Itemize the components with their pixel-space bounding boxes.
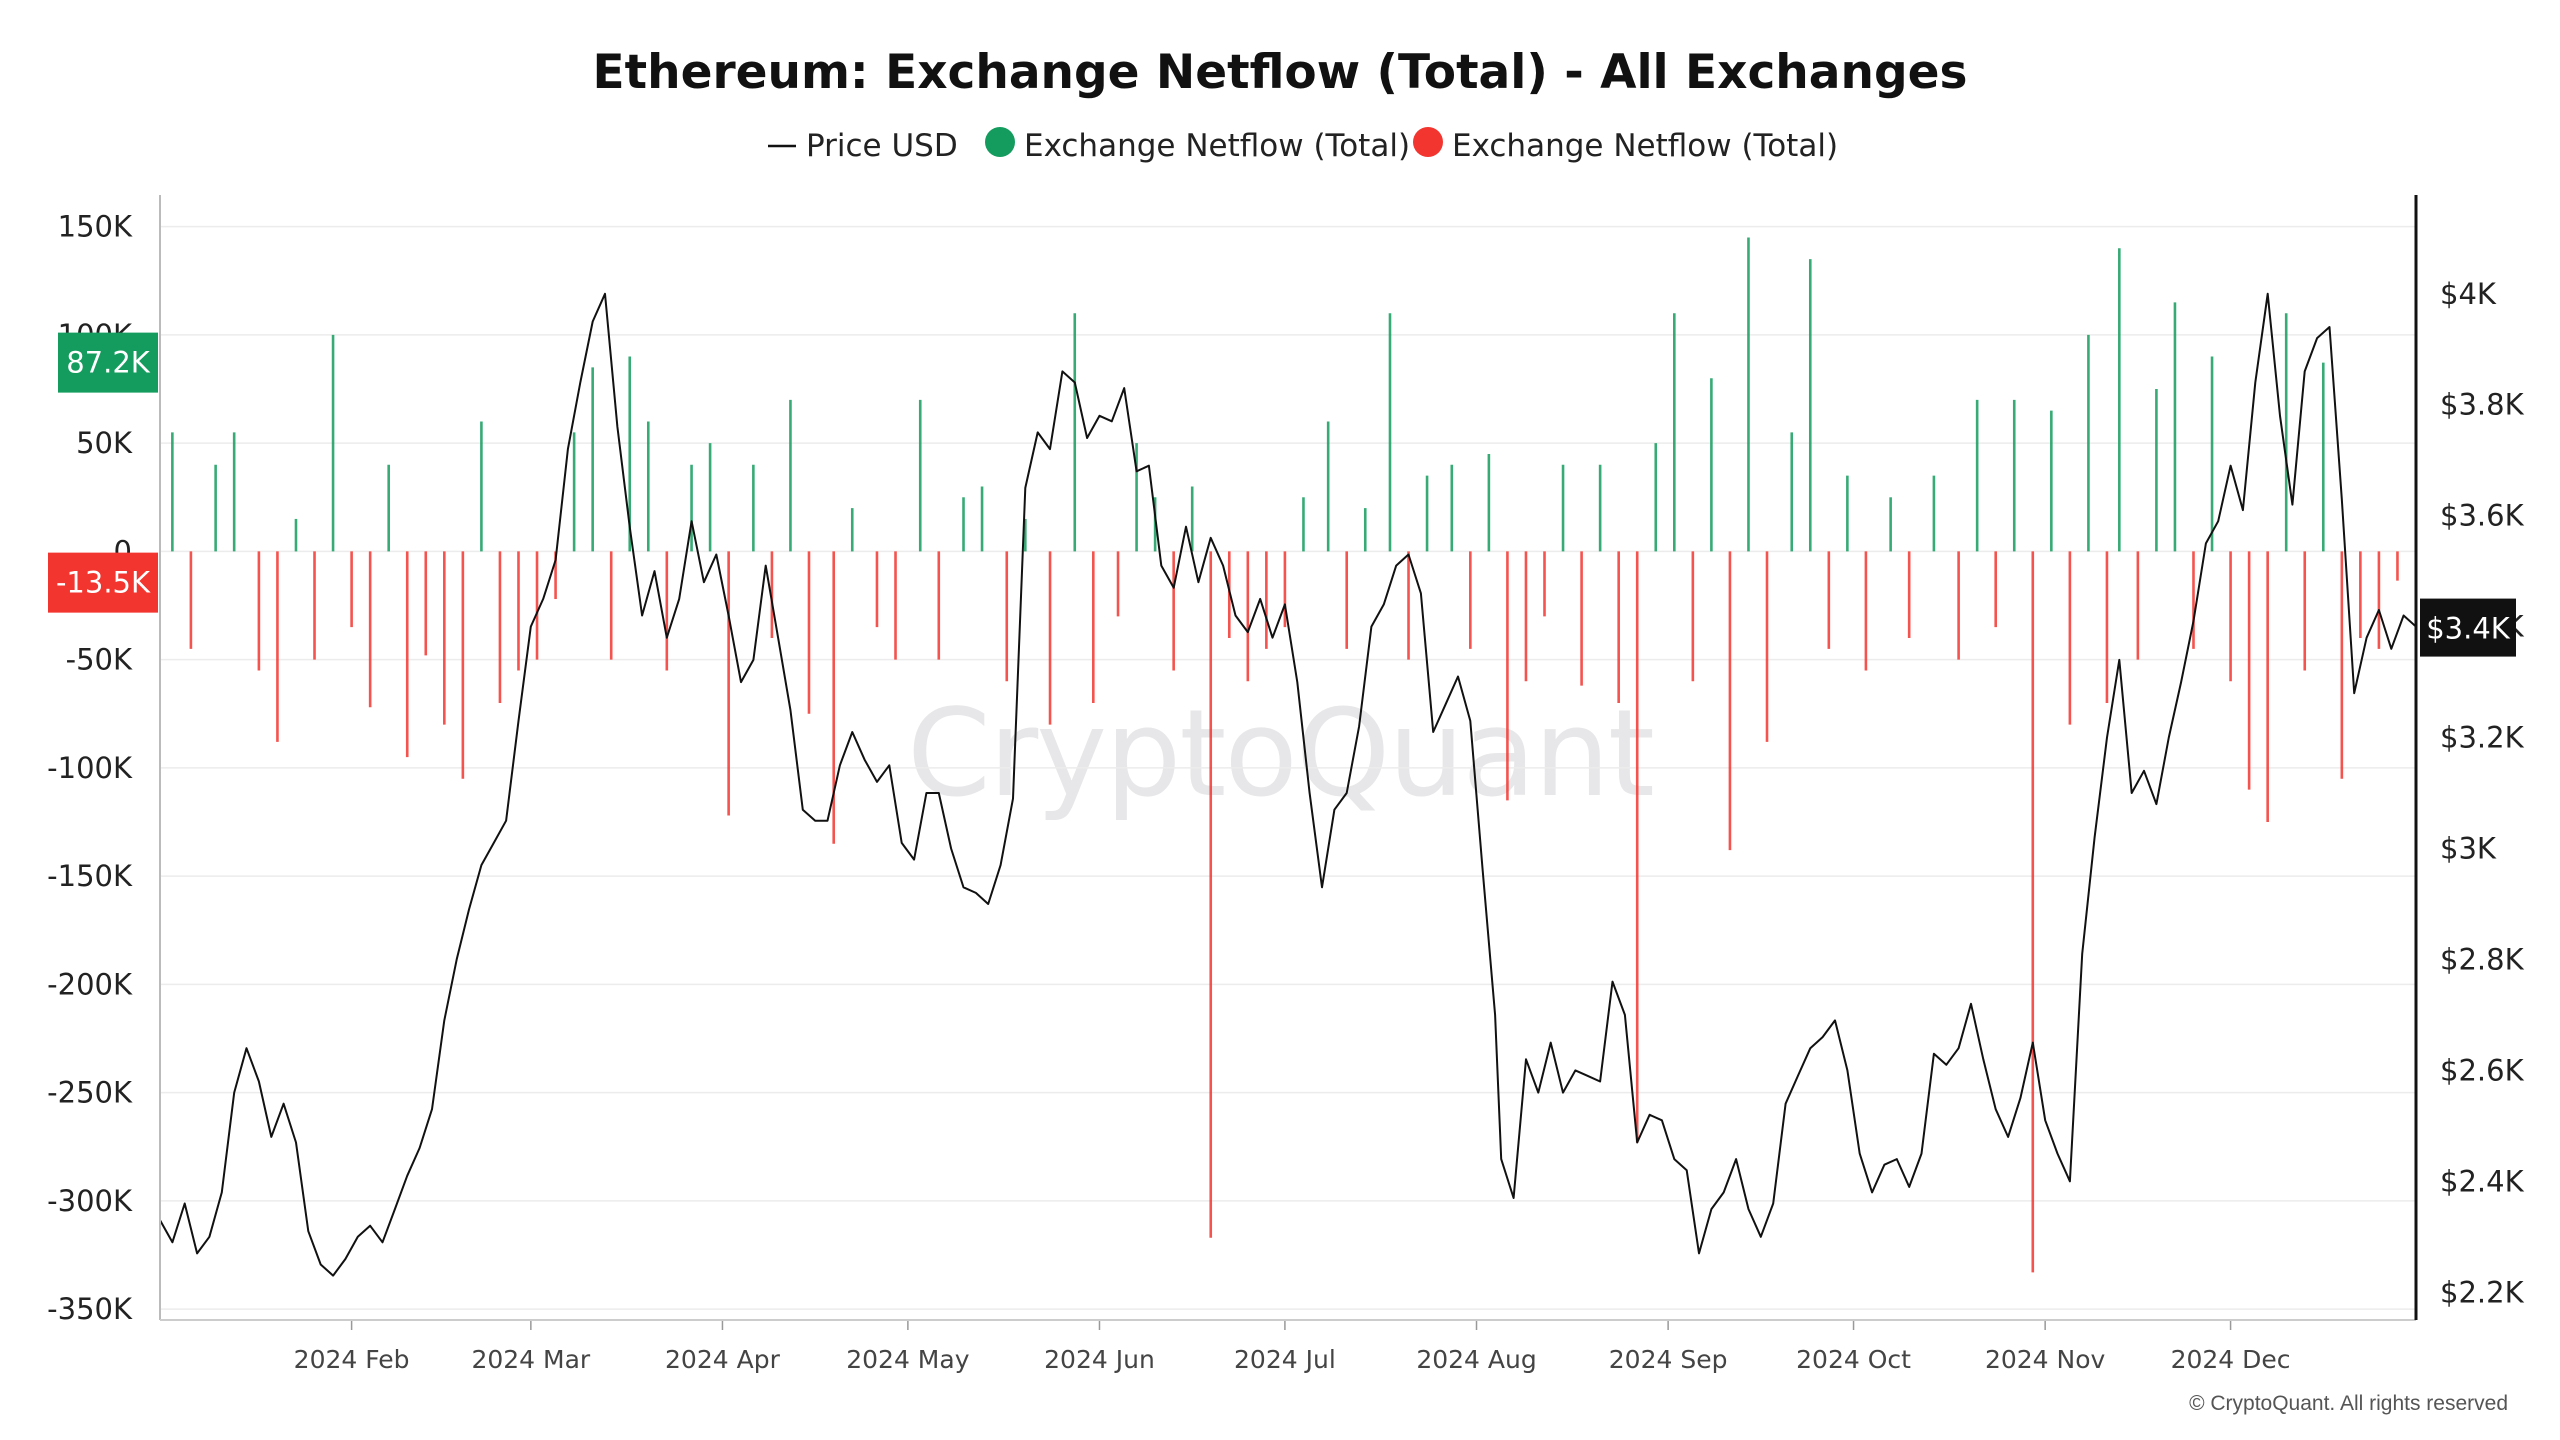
legend[interactable]: Price USD Exchange Netflow (Total) Excha… [768, 127, 1838, 164]
x-tick-label: 2024 Sep [1609, 1345, 1728, 1374]
y-left-tick-label: -300K [47, 1184, 133, 1218]
y-right-tick-label: $4K [2440, 277, 2497, 311]
inflow-badge [58, 332, 158, 393]
x-tick-label: 2024 Mar [471, 1345, 590, 1374]
y-left-tick-label: 50K [76, 426, 133, 460]
x-tick-label: 2024 Nov [1985, 1345, 2106, 1374]
y-right-tick-label: $2.4K [2440, 1164, 2525, 1198]
y-left-tick-label: -100K [47, 751, 133, 785]
netflow-bars [171, 237, 2399, 1273]
outflow-badge-label: -13.5K [56, 566, 151, 600]
price-line [159, 292, 2417, 1277]
x-tick-label: 2024 May [846, 1345, 969, 1374]
value-badges: 87.2K -13.5K $3.4K [48, 332, 2516, 657]
y-left-tick-label: 150K [58, 210, 133, 244]
chart-title: Ethereum: Exchange Netflow (Total) - All… [593, 45, 1968, 100]
y-right-tick-label: $2.6K [2440, 1053, 2525, 1087]
x-tick-label: 2024 Apr [665, 1345, 781, 1374]
inflow-badge-label: 87.2K [66, 346, 151, 380]
legend-item-outflow[interactable]: Exchange Netflow (Total) [1452, 128, 1838, 164]
axes [159, 195, 2418, 1330]
y-right-tick-label: $3.6K [2440, 499, 2525, 533]
y-left-tick-label: -200K [47, 967, 133, 1001]
legend-inflow-dot-icon [985, 127, 1015, 157]
x-tick-label: 2024 Jul [1234, 1345, 1336, 1374]
y-left-tick-label: -350K [47, 1292, 133, 1326]
price-badge-label: $3.4K [2426, 612, 2511, 646]
watermark: CryptoQuant [907, 685, 1653, 824]
x-tick-label: 2024 Jun [1044, 1345, 1155, 1374]
x-tick-label: 2024 Aug [1416, 1345, 1536, 1374]
y-left-tick-label: -150K [47, 859, 133, 893]
legend-outflow-dot-icon [1413, 127, 1443, 157]
x-tick-label: 2024 Dec [2171, 1345, 2291, 1374]
y-right-tick-label: $3K [2440, 831, 2497, 865]
y-right-tick-label: $3.8K [2440, 388, 2525, 422]
legend-item-price[interactable]: Price USD [806, 128, 958, 164]
outflow-badge [48, 552, 158, 613]
y-left-tick-label: -50K [66, 643, 133, 677]
y-left-tick-label: -250K [47, 1076, 133, 1110]
copyright-text: © CryptoQuant. All rights reserved [2189, 1392, 2508, 1415]
y-right-tick-label: $3.2K [2440, 721, 2525, 755]
price-line-layer [159, 292, 2417, 1277]
x-tick-label: 2024 Oct [1796, 1345, 1911, 1374]
legend-item-inflow[interactable]: Exchange Netflow (Total) [1024, 128, 1410, 164]
y-right-tick-label: $2.2K [2440, 1275, 2525, 1309]
y-right-tick-label: $2.8K [2440, 942, 2525, 976]
x-tick-label: 2024 Feb [294, 1345, 410, 1374]
price-badge [2420, 598, 2516, 657]
